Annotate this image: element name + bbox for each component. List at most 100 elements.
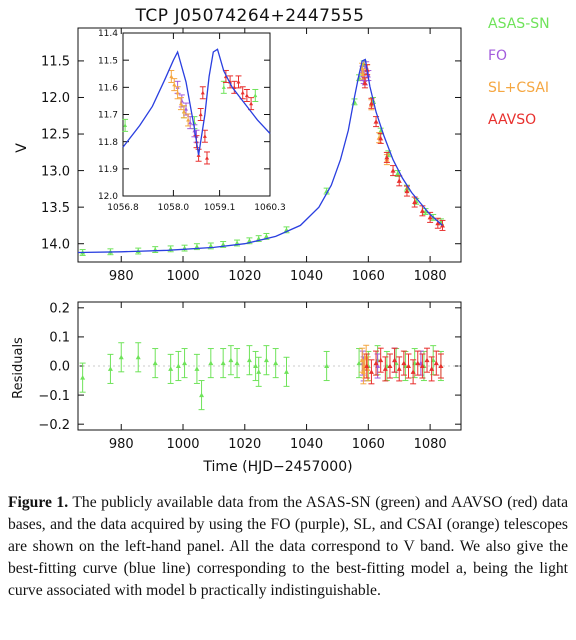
resid-ytick-label: 0.2 bbox=[49, 301, 70, 316]
resid-point-asas-sn bbox=[272, 348, 279, 379]
legend-entry-asas-sn: ASAS-SN bbox=[488, 16, 550, 32]
main-frame bbox=[77, 27, 462, 263]
resid-point-asas-sn bbox=[167, 353, 174, 384]
main-ytick-label: 12.5 bbox=[41, 128, 70, 143]
resid-ytick-label: −0.1 bbox=[38, 389, 70, 404]
resid-point-asas-sn bbox=[234, 348, 241, 379]
resid-point-aavso bbox=[428, 356, 435, 382]
resid-xtick-label: 1000 bbox=[166, 437, 199, 452]
resid-point-aavso bbox=[405, 353, 412, 379]
inset-point-sl-csai bbox=[174, 86, 181, 100]
main-point-asas-sn bbox=[181, 244, 188, 252]
main-point-asas-sn bbox=[394, 170, 401, 177]
resid-point-aavso bbox=[391, 347, 398, 373]
inset-ytick-label: 11.6 bbox=[98, 84, 118, 94]
x-axis-label: Time (HJD−2457000) bbox=[202, 459, 352, 475]
resid-point-aavso bbox=[373, 350, 380, 376]
resid-xtick-label: 1040 bbox=[290, 437, 323, 452]
inset-point-sl-csai bbox=[171, 78, 178, 92]
resid-point-asas-sn bbox=[118, 342, 125, 373]
inset-ytick-label: 11.7 bbox=[98, 111, 118, 121]
resid-point-asas-sn bbox=[227, 345, 234, 376]
main-point-aavso bbox=[434, 217, 441, 229]
resid-point-aavso bbox=[414, 350, 421, 376]
resid-point-asas-sn bbox=[252, 350, 259, 382]
chart-title: TCP J05074264+2447555 bbox=[135, 6, 365, 26]
main-ytick-label: 11.5 bbox=[41, 55, 70, 70]
resid-point-aavso bbox=[419, 353, 426, 379]
resid-ytick-label: −0.2 bbox=[38, 418, 70, 433]
inset-ytick-label: 11.8 bbox=[98, 138, 118, 148]
main-point-asas-sn bbox=[152, 246, 159, 253]
inset-point-aavso bbox=[199, 86, 206, 100]
inset-panel: 1056.8 1058.0 1059.1 1060.3 11.4 11.5 11.6 11.7… bbox=[98, 29, 286, 213]
main-ytick-label: 13.0 bbox=[41, 164, 70, 179]
resid-point-aavso bbox=[396, 356, 403, 382]
inset-xtick-label: 1059.1 bbox=[204, 203, 236, 213]
resid-point-asas-sn bbox=[198, 380, 205, 411]
resid-point-asas-sn bbox=[263, 345, 270, 376]
resid-point-asas-sn bbox=[323, 350, 330, 382]
main-ytick-label: 14.0 bbox=[41, 237, 70, 252]
inset-ytick-label: 12.0 bbox=[98, 192, 118, 202]
resid-point-aavso bbox=[382, 356, 389, 382]
inset-ytick-label: 11.5 bbox=[98, 56, 118, 66]
main-xtick-label: 1020 bbox=[228, 269, 261, 284]
inset-point-sl-csai bbox=[177, 97, 184, 111]
inset-xtick-label: 1056.8 bbox=[107, 203, 139, 213]
main-point-aavso bbox=[390, 165, 397, 177]
residuals-panel: 980 1000 1020 1040 1060 1080 −0.2 −0.1 0.0 0.1 0.2 bbox=[38, 301, 462, 452]
main-light-curve-panel: 980 1000 1020 1040 1060 1080 11.5 12.0 12.5 13.0 1… bbox=[41, 27, 462, 284]
resid-point-asas-sn bbox=[356, 348, 363, 379]
main-model-curve bbox=[77, 58, 443, 254]
inset-point-aavso bbox=[235, 75, 242, 89]
resid-xtick-label: 1060 bbox=[352, 437, 385, 452]
resid-point-asas-sn bbox=[175, 350, 182, 382]
resid-point-asas-sn bbox=[193, 353, 200, 384]
inset-point-asas-sn bbox=[122, 118, 129, 132]
caption-label: Figure 1. bbox=[8, 494, 69, 511]
main-xtick-label: 1040 bbox=[290, 269, 323, 284]
resid-point-asas-sn bbox=[255, 356, 262, 387]
resid-point-aavso bbox=[400, 350, 407, 376]
main-ytick-label: 13.5 bbox=[41, 201, 70, 216]
inset-xtick-label: 1058.0 bbox=[158, 203, 190, 213]
resid-point-aavso bbox=[363, 353, 370, 379]
y-axis-label-residuals: Residuals bbox=[11, 337, 26, 399]
inset-xtick-label: 1060.3 bbox=[254, 203, 286, 213]
resid-point-asas-sn bbox=[181, 348, 188, 379]
y-axis-label-main: V bbox=[14, 143, 30, 153]
legend-entry-sl-csai: SL+CSAI bbox=[488, 80, 549, 96]
resid-point-asas-sn bbox=[283, 356, 290, 387]
resid-point-aavso bbox=[433, 350, 440, 376]
resid-xtick-label: 1080 bbox=[414, 437, 447, 452]
resid-xtick-label: 1020 bbox=[228, 437, 261, 452]
inset-point-aavso bbox=[197, 108, 204, 121]
resid-point-asas-sn bbox=[107, 353, 114, 384]
inset-point-aavso bbox=[248, 97, 255, 111]
resid-point-aavso bbox=[437, 353, 444, 379]
main-xtick-label: 1060 bbox=[352, 269, 385, 284]
resid-point-asas-sn bbox=[207, 348, 214, 379]
legend-entry-fo: FO bbox=[488, 48, 507, 64]
resid-point-asas-sn bbox=[152, 348, 159, 379]
inset-point-sl-csai bbox=[185, 113, 192, 127]
resid-point-aavso bbox=[377, 347, 384, 373]
legend: ASAS-SN FO SL+CSAI AAVSO bbox=[488, 16, 550, 128]
main-xtick-label: 1080 bbox=[414, 269, 447, 284]
resid-xtick-label: 980 bbox=[109, 437, 134, 452]
main-point-aavso bbox=[403, 185, 410, 197]
caption-text: The publicly available data from the ASA… bbox=[8, 494, 569, 599]
inset-ytick-label: 11.9 bbox=[98, 165, 118, 175]
main-xtick-label: 1000 bbox=[166, 269, 199, 284]
main-point-asas-sn bbox=[207, 242, 214, 250]
inset-point-aavso bbox=[243, 88, 250, 102]
inset-point-asas-sn bbox=[252, 88, 259, 102]
resid-point-asas-sn bbox=[393, 348, 400, 379]
resid-ytick-label: 0.1 bbox=[49, 331, 70, 346]
resid-point-aavso bbox=[386, 353, 393, 379]
inset-point-aavso bbox=[204, 151, 210, 165]
resid-point-asas-sn bbox=[220, 348, 227, 379]
inset-background bbox=[123, 33, 270, 196]
main-point-aavso bbox=[383, 151, 390, 163]
